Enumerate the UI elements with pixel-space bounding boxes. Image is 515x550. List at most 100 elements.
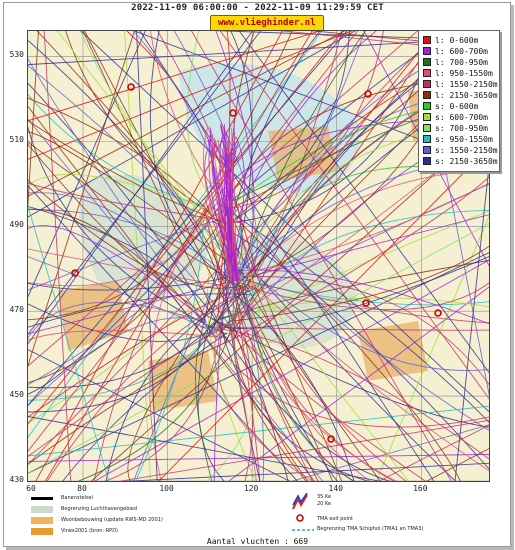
altitude-legend: l: 0-600m l: 600-700m l: 700-950m l: 950-15… (418, 30, 500, 172)
legend-label: s: 950-1550m (435, 134, 493, 144)
map-legend-label: Woonbebouwing (update RWS-MD 2001) (61, 517, 163, 523)
flight-track (28, 256, 214, 333)
flight-track (28, 143, 234, 332)
map-canvas (28, 31, 489, 481)
flight-track (239, 217, 407, 481)
tma-boundary-icon (292, 529, 314, 531)
map-legend-swatch (31, 527, 53, 535)
time-range-title: 2022-11-09 06:00:00 - 2022-11-09 11:29:5… (131, 3, 384, 13)
flight-track (127, 279, 231, 481)
x-tick-label: 160 (413, 484, 428, 493)
legend-label: l: 700-950m (435, 57, 488, 67)
flight-track (28, 31, 348, 406)
flight-track (105, 287, 256, 481)
flight-track (28, 31, 322, 122)
flight-track (126, 31, 257, 272)
flight-track (233, 256, 489, 330)
exit-point-marker (434, 309, 442, 317)
flight-track (28, 214, 489, 335)
flight-track (28, 278, 240, 401)
flight-track (28, 58, 218, 341)
flight-track (28, 207, 210, 321)
flight-track (173, 31, 258, 279)
legend-swatch (423, 135, 431, 143)
flight-track (375, 215, 489, 481)
legend-entry: l: 600-700m (423, 46, 488, 56)
flight-track (93, 209, 205, 481)
legend-label: l: 0-600m (435, 35, 479, 45)
flight-track (136, 31, 158, 481)
flight-track (229, 31, 384, 210)
flight-track (219, 31, 489, 400)
map-legend-label: Begrenzing Luchthavengebied (61, 506, 138, 512)
flight-track (28, 204, 110, 481)
x-tick-label: 140 (328, 484, 343, 493)
flight-track (221, 328, 489, 460)
approach-track (202, 125, 232, 282)
flight-track (230, 324, 257, 481)
legend-entry: s: 0-600m (423, 101, 478, 111)
flight-track (158, 146, 489, 481)
flight-track (149, 206, 216, 481)
flight-track (250, 280, 489, 324)
flight-track (238, 282, 371, 481)
flight-track (238, 220, 461, 481)
flight-track (28, 277, 232, 424)
flight-track (28, 31, 323, 439)
approach-track (226, 146, 239, 282)
flight-track (28, 182, 242, 224)
flight-track (28, 39, 220, 283)
flight-track-map[interactable] (27, 30, 490, 482)
flight-track (28, 208, 216, 337)
flight-track (149, 31, 235, 286)
legend-entry: l: 950-1550m (423, 68, 493, 78)
y-tick-label: 490 (9, 220, 24, 230)
flight-track (28, 416, 382, 481)
x-tick-label: 120 (243, 484, 259, 493)
y-tick-label: 470 (9, 305, 24, 315)
flight-track (229, 182, 489, 278)
exit-point-icon (296, 514, 304, 522)
flight-track (225, 336, 391, 481)
flight-track (80, 31, 489, 413)
flight-track (28, 284, 251, 418)
map-legend-swatch (31, 505, 53, 513)
legend-entry: s: 950-1550m (423, 134, 493, 144)
flight-track (28, 31, 253, 345)
flight-track (80, 31, 251, 290)
flight-track (231, 297, 489, 320)
legend-swatch (423, 146, 431, 154)
legend-swatch (423, 102, 431, 110)
flight-track (28, 330, 226, 341)
flight-track (94, 259, 489, 481)
approach-track (212, 143, 231, 282)
legend-entry: s: 1550-2150m (423, 145, 498, 155)
approach-track (219, 137, 237, 282)
legend-label: s: 1550-2150m (435, 145, 498, 155)
legend-entry: s: 2150-3650m (423, 156, 498, 166)
flight-track (28, 119, 233, 227)
flight-track (28, 321, 237, 457)
flight-track (238, 31, 489, 374)
map-legend-entry: Begrenzing Luchthavengebied (31, 504, 137, 514)
flight-track (139, 31, 435, 481)
legend-swatch (423, 91, 431, 99)
flight-track (378, 424, 489, 481)
flight-track (28, 37, 489, 66)
flight-track (28, 131, 245, 275)
flight-track (65, 31, 212, 215)
flight-track (28, 288, 232, 413)
legend-swatch (423, 113, 431, 121)
flight-count: Aantal vluchten : 669 (206, 537, 309, 546)
exit-point-marker (229, 109, 237, 117)
flight-track (121, 462, 489, 481)
legend-swatch (423, 124, 431, 132)
exit-point-marker (362, 299, 370, 307)
exit-point-marker (364, 90, 372, 98)
flight-track (28, 31, 356, 218)
approach-track (231, 137, 245, 282)
flight-track (36, 31, 224, 279)
legend-swatch (423, 47, 431, 55)
map-legend-entry: Vinex2001 (bron: RPD) (31, 526, 118, 536)
flight-track (229, 245, 489, 322)
